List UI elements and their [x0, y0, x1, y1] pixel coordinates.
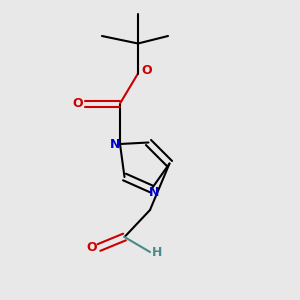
Text: O: O: [86, 241, 97, 254]
Text: N: N: [110, 137, 121, 151]
Text: O: O: [142, 64, 152, 77]
Text: H: H: [152, 245, 163, 259]
Text: O: O: [73, 97, 83, 110]
Text: N: N: [149, 185, 160, 199]
